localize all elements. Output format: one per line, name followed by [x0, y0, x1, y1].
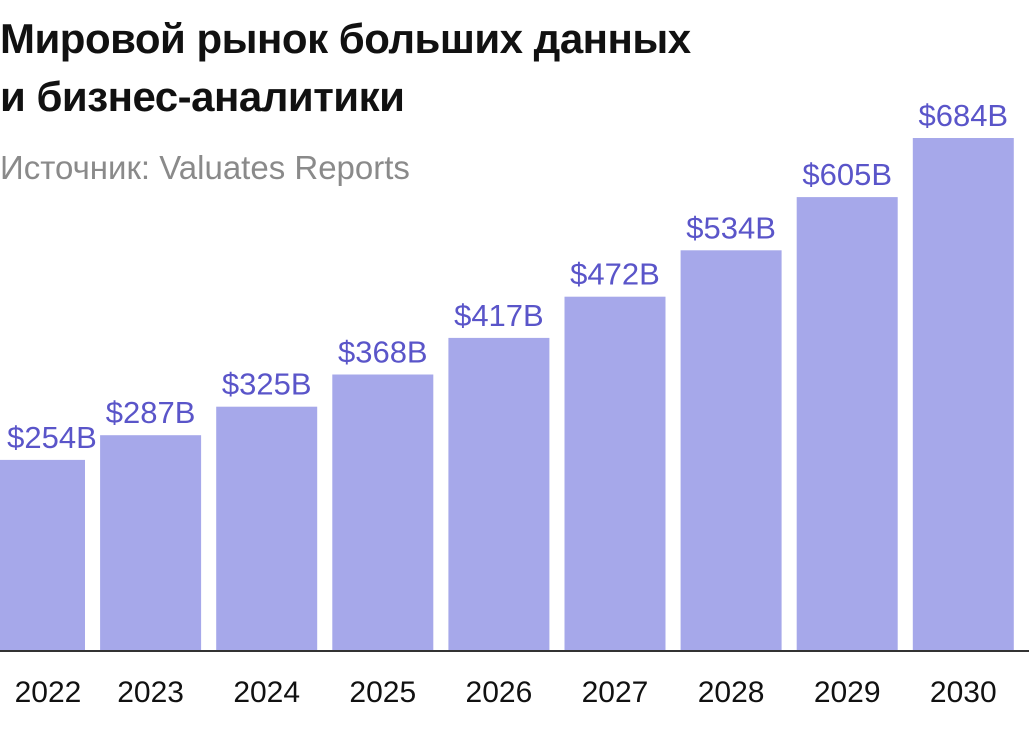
value-label-2029: $605B — [802, 157, 892, 192]
chart-title: Мировой рынок больших данных и бизнес-ан… — [0, 10, 691, 126]
bar-2023 — [100, 435, 202, 650]
bar-2024 — [216, 406, 318, 650]
value-label-2023: $287B — [106, 395, 196, 430]
bars-group — [0, 138, 1014, 651]
chart-title-line-1: Мировой рынок больших данных — [0, 15, 691, 62]
bar-2025 — [332, 374, 434, 650]
bar-2029 — [796, 197, 898, 650]
x-tick-label-2026: 2026 — [466, 676, 533, 709]
value-label-2022: $254B — [7, 420, 97, 455]
value-label-2030: $684B — [918, 98, 1008, 133]
value-labels-group: $254B $287B $325B $368B $417B $472B $534B $605B… — [7, 98, 1008, 455]
x-tick-label-2022: 2022 — [15, 676, 82, 709]
value-label-2026: $417B — [454, 298, 544, 333]
value-label-2027: $472B — [570, 257, 660, 292]
x-tick-label-2024: 2024 — [233, 676, 300, 709]
bar-2030 — [912, 138, 1014, 650]
x-tick-label-2029: 2029 — [814, 676, 881, 709]
x-tick-label-2028: 2028 — [698, 676, 765, 709]
x-tick-label-2027: 2027 — [582, 676, 649, 709]
bar-2027 — [564, 296, 666, 650]
bar-2026 — [448, 337, 550, 650]
x-tick-label-2023: 2023 — [117, 676, 184, 709]
chart-source: Источник: Valuates Reports — [0, 149, 410, 186]
bar-2028 — [680, 250, 782, 651]
x-tick-labels-group: 2022 2023 2024 2025 2026 2027 2028 2029 2030 — [15, 676, 997, 709]
bar-2022 — [0, 459, 85, 650]
value-label-2025: $368B — [338, 335, 428, 370]
x-tick-label-2025: 2025 — [349, 676, 416, 709]
chart-title-line-2: и бизнес-аналитики — [0, 73, 405, 120]
x-tick-label-2030: 2030 — [930, 676, 997, 709]
value-label-2028: $534B — [686, 210, 776, 245]
value-label-2024: $325B — [222, 367, 312, 402]
